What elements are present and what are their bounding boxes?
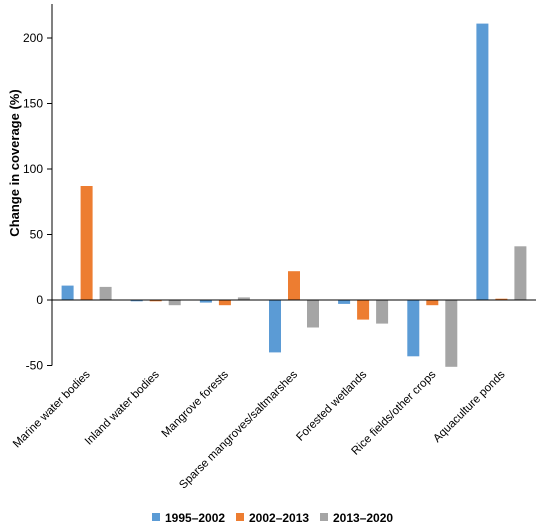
legend-label: 2002–2013	[249, 511, 309, 525]
bar	[514, 246, 527, 300]
bar	[237, 297, 250, 300]
bar	[495, 298, 508, 300]
bar	[130, 300, 143, 302]
y-tick-label: 200	[23, 31, 43, 45]
legend-label: 2013–2020	[333, 511, 393, 525]
x-category-label: Inland water bodies	[83, 368, 162, 447]
bar	[269, 300, 281, 353]
x-category-label: Marine water bodies	[11, 368, 93, 450]
x-category-label: Mangrove forests	[160, 368, 231, 439]
bar	[199, 300, 212, 303]
y-tick-label: -50	[26, 359, 44, 373]
y-tick-label: 150	[23, 97, 43, 111]
y-tick-label: 0	[36, 293, 43, 307]
bar	[426, 300, 439, 306]
y-tick-label: 50	[30, 228, 44, 242]
legend-swatch	[152, 513, 160, 521]
legend-swatch	[320, 513, 328, 521]
y-axis: -50 0 50 100 150 200	[23, 4, 53, 373]
bar	[168, 300, 181, 306]
bar	[407, 300, 420, 357]
bar	[376, 300, 389, 324]
bar	[476, 23, 489, 300]
bar	[218, 300, 231, 306]
y-axis-title: Change in coverage (%)	[7, 89, 22, 236]
bar	[357, 300, 370, 320]
bar	[307, 300, 319, 328]
legend-swatch	[236, 513, 244, 521]
bar	[338, 300, 351, 304]
y-tick-label: 100	[23, 162, 43, 176]
bar	[288, 271, 300, 300]
bars	[61, 23, 527, 367]
bar	[80, 186, 93, 300]
x-category-label: Sparse mangroves/saltmarshes	[177, 368, 300, 491]
bar	[61, 285, 74, 300]
legend: 1995–2002 2002–2013 2013–2020	[152, 511, 393, 525]
legend-label: 1995–2002	[165, 511, 225, 525]
x-category-label: Forested wetlands	[294, 368, 369, 443]
bar	[445, 300, 458, 367]
bar	[99, 286, 112, 300]
bar	[149, 300, 162, 302]
x-category-label: Aquaculture ponds	[431, 368, 507, 444]
